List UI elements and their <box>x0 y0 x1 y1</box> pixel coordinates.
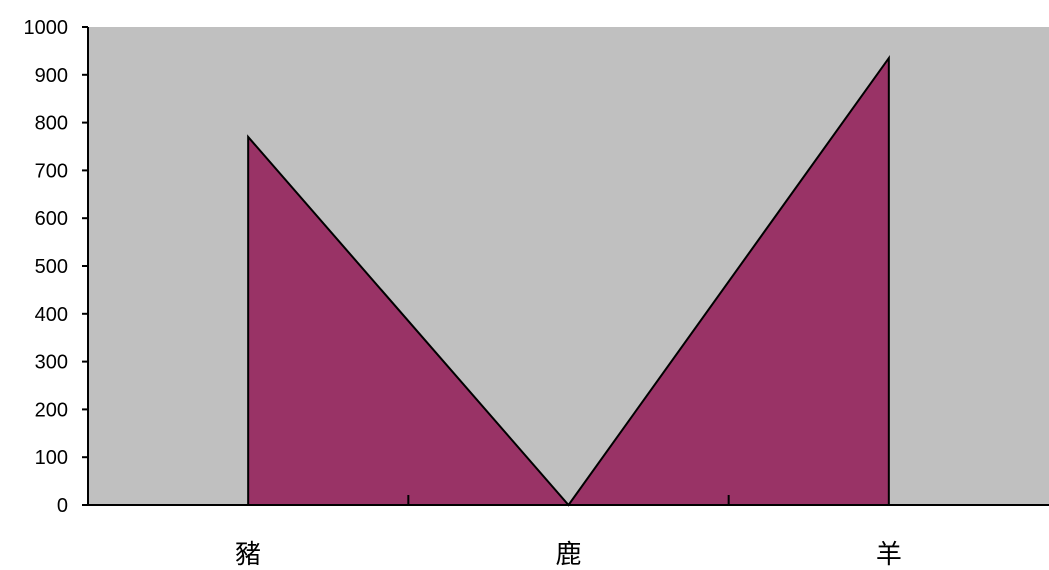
y-tick-label-0: 0 <box>57 495 68 517</box>
x-category-label-2: 鹿 <box>555 540 581 570</box>
x-category-label-3: 羊 <box>876 540 902 570</box>
plot-area <box>88 27 1049 505</box>
y-tick-label-400: 400 <box>35 304 68 326</box>
y-tick-label-200: 200 <box>35 399 68 421</box>
y-tick-label-900: 900 <box>35 65 68 87</box>
y-tick-label-100: 100 <box>35 447 68 469</box>
y-tick-label-600: 600 <box>35 208 68 230</box>
y-tick-label-800: 800 <box>35 113 68 135</box>
x-category-label-1: 豬 <box>235 540 261 570</box>
y-tick-label-500: 500 <box>35 256 68 278</box>
y-tick-label-700: 700 <box>35 160 68 182</box>
y-tick-label-1000: 1000 <box>24 17 69 39</box>
y-tick-label-300: 300 <box>35 352 68 374</box>
